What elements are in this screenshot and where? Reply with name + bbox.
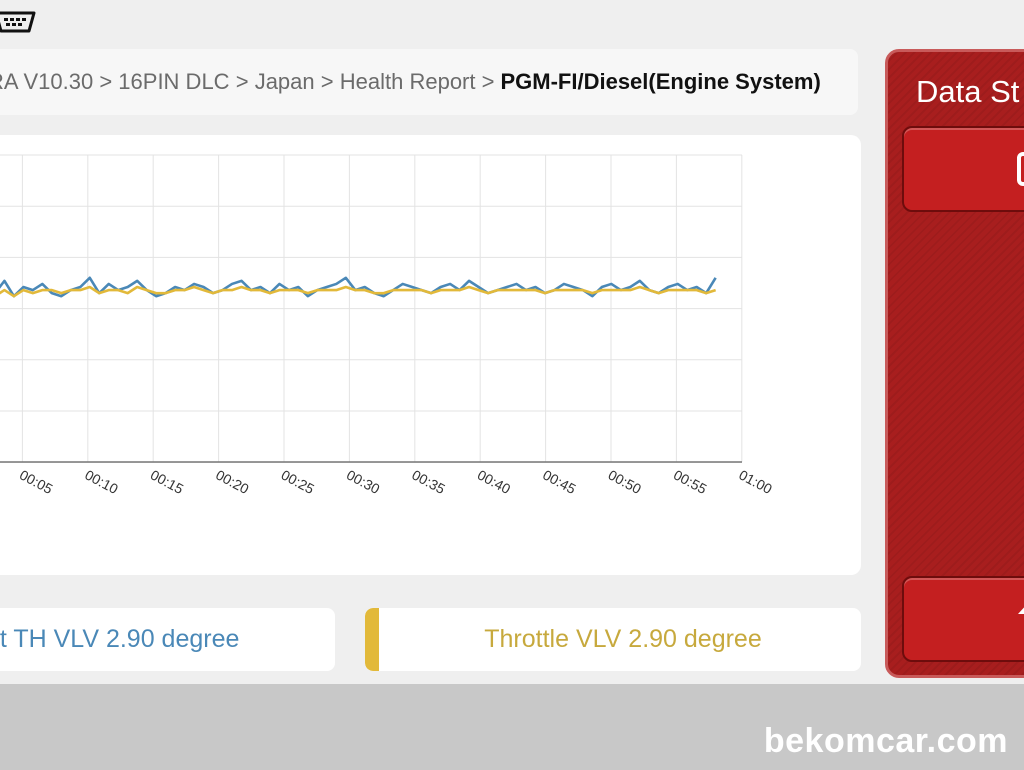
x-tick-label: 00:10 bbox=[82, 467, 121, 498]
x-tick-label: 00:15 bbox=[148, 467, 187, 498]
legend-item-1[interactable]: et TH VLV 2.90 degree bbox=[0, 608, 335, 671]
breadcrumb: RA V10.30 > 16PIN DLC > Japan > Health R… bbox=[0, 49, 858, 115]
breadcrumb-item[interactable]: RA V10.30 bbox=[0, 69, 94, 94]
legend-label: Throttle VLV 2.90 degree bbox=[484, 625, 762, 653]
breadcrumb-item[interactable]: 16PIN DLC bbox=[118, 69, 230, 94]
breadcrumb-separator: > bbox=[235, 69, 249, 94]
x-tick-label: 00:25 bbox=[279, 467, 318, 498]
chart-card: 00:05 00:10 00:15 00:20 00:25 00:30 00:35 00:40… bbox=[0, 135, 861, 575]
upload-button[interactable] bbox=[902, 576, 1024, 662]
bottom-bar bbox=[0, 684, 1024, 770]
breadcrumb-item[interactable]: Health Report bbox=[339, 69, 476, 94]
x-tick-label: 01:00 bbox=[736, 467, 775, 498]
series-line-2 bbox=[0, 285, 717, 298]
record-icon bbox=[1017, 152, 1024, 186]
breadcrumb-item[interactable]: Japan bbox=[254, 69, 315, 94]
x-tick-label: 00:40 bbox=[475, 467, 514, 498]
x-tick-label: 00:30 bbox=[344, 467, 383, 498]
breadcrumb-separator: > bbox=[481, 69, 495, 94]
breadcrumb-current: PGM-FI/Diesel(Engine System) bbox=[500, 69, 821, 94]
x-tick-label: 00:35 bbox=[409, 467, 448, 498]
panel-title: Data St bbox=[916, 74, 1020, 109]
data-stream-panel: Data St bbox=[885, 49, 1024, 678]
record-button[interactable] bbox=[902, 126, 1024, 212]
x-tick-label: 00:45 bbox=[540, 467, 579, 498]
upload-icon bbox=[1018, 607, 1024, 614]
series-line-1 bbox=[0, 276, 717, 298]
obd-connector-icon bbox=[0, 11, 36, 33]
breadcrumb-separator: > bbox=[320, 69, 334, 94]
legend-label: et TH VLV 2.90 degree bbox=[0, 625, 240, 653]
x-tick-label: 00:05 bbox=[17, 467, 56, 498]
legend-swatch bbox=[365, 608, 379, 671]
breadcrumb-separator: > bbox=[99, 69, 113, 94]
x-tick-label: 00:55 bbox=[671, 467, 710, 498]
x-tick-label: 00:20 bbox=[213, 467, 252, 498]
watermark: bekomcar.com bbox=[763, 722, 1008, 760]
legend-item-2[interactable]: Throttle VLV 2.90 degree bbox=[365, 608, 861, 671]
x-tick-label: 00:50 bbox=[606, 467, 645, 498]
line-chart: 00:05 00:10 00:15 00:20 00:25 00:30 00:35 00:40… bbox=[0, 154, 775, 498]
